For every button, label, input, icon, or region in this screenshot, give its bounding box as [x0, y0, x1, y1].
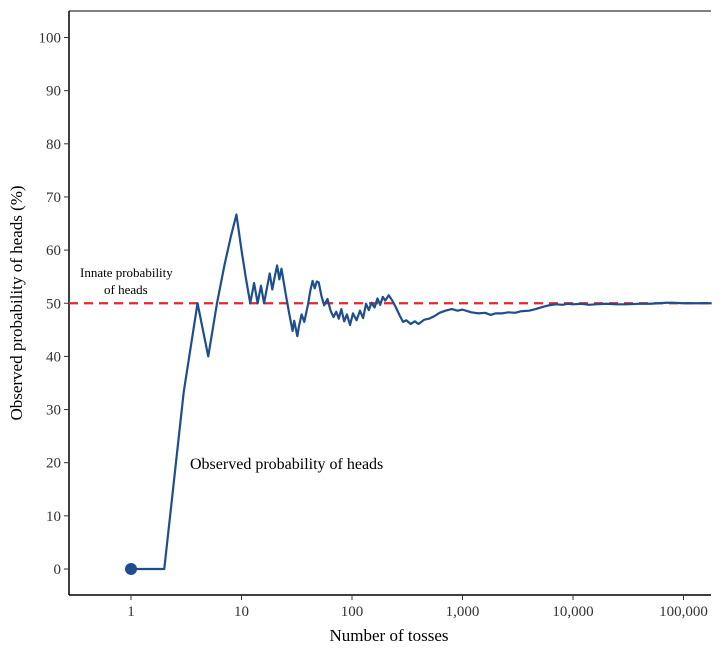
y-tick-label: 60: [46, 243, 61, 259]
y-tick-label: 70: [46, 190, 61, 206]
y-tick-label: 0: [54, 562, 62, 578]
x-tick-label: 10,000: [552, 604, 593, 620]
series-line: [131, 213, 712, 571]
x-tick-label: 1,000: [446, 604, 480, 620]
x-tick-label: 100,000: [659, 604, 708, 620]
start-point-marker: [125, 563, 137, 575]
series-label: Observed probability of heads: [190, 456, 383, 473]
x-tick-label: 1: [127, 604, 135, 620]
y-tick-label: 20: [46, 456, 61, 472]
x-tick-label: 100: [341, 604, 364, 620]
y-tick-label: 90: [46, 84, 61, 100]
reference-line-label-line2: of heads: [104, 282, 148, 297]
x-tick-label: 10: [234, 604, 249, 620]
y-tick-label: 10: [46, 509, 61, 525]
y-tick-label: 80: [46, 137, 61, 153]
y-tick-label: 100: [39, 31, 62, 47]
x-axis-title: Number of tosses: [330, 626, 449, 645]
y-axis-title: Observed probability of heads (%): [7, 185, 26, 420]
y-tick-label: 30: [46, 403, 61, 419]
y-tick-label: 40: [46, 349, 61, 365]
y-tick-label: 50: [46, 296, 61, 312]
reference-line-label-line1: Innate probability: [80, 265, 173, 280]
series-layer: [125, 213, 712, 575]
